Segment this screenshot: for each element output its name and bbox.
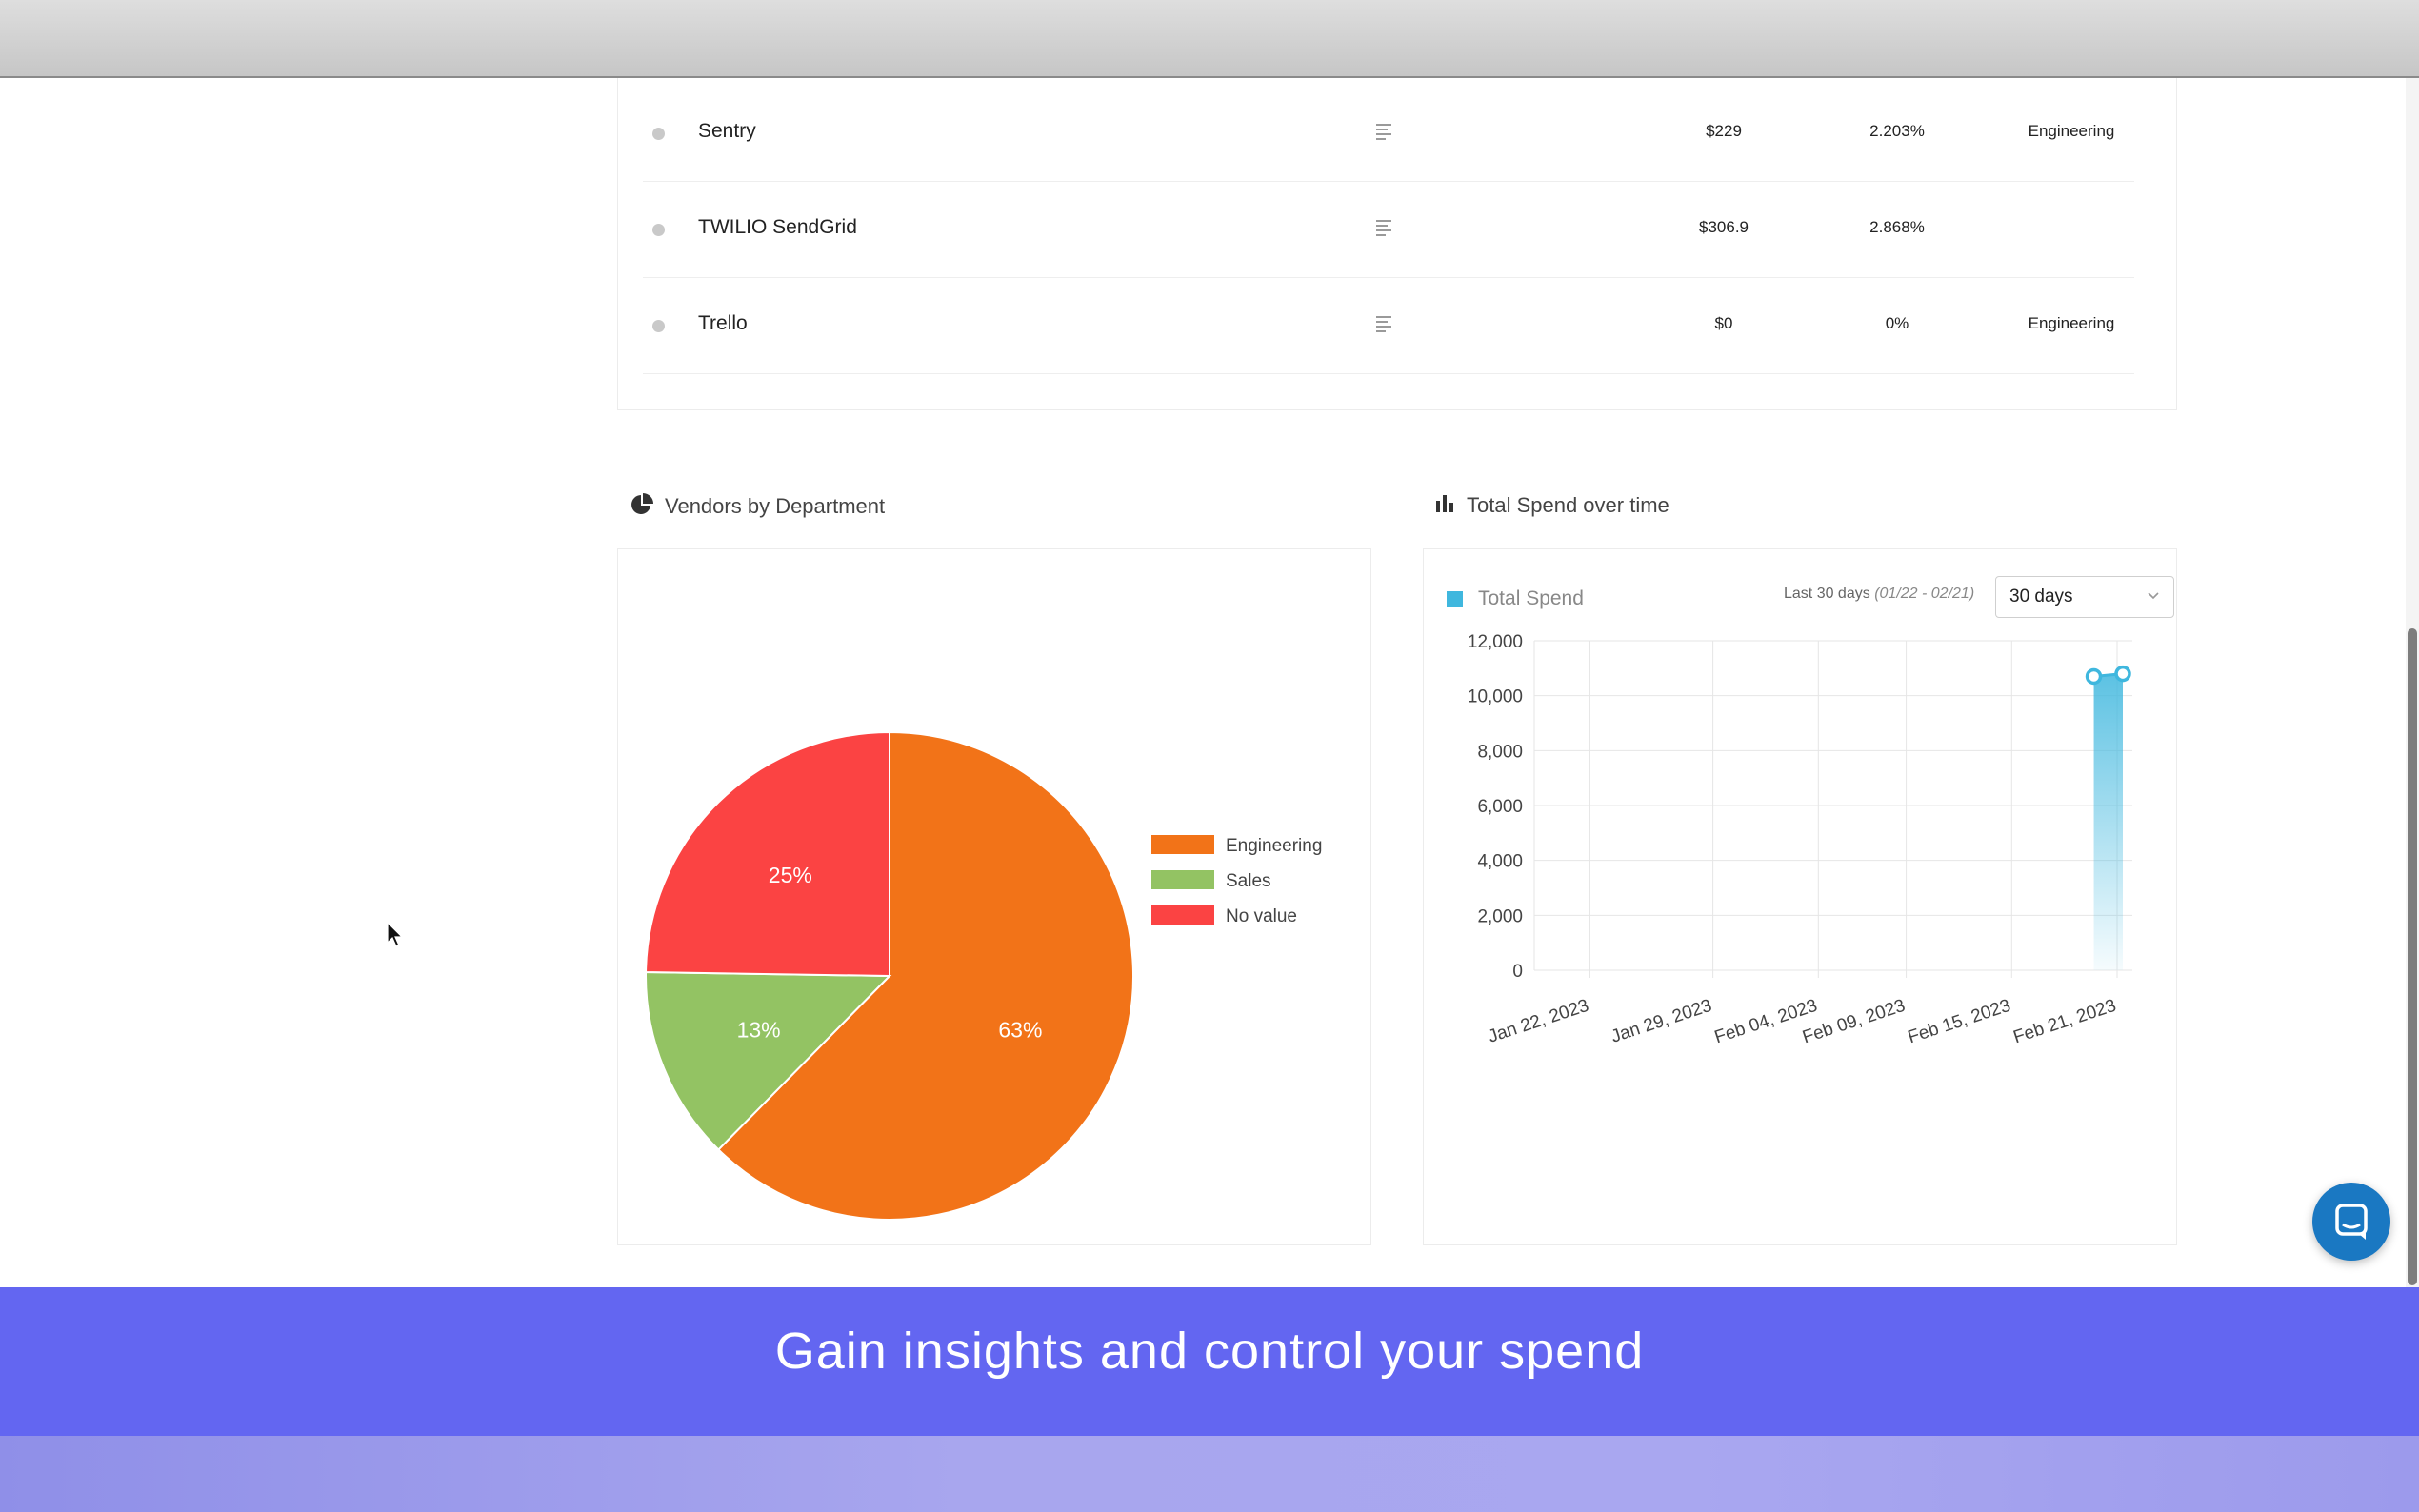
vendor-name[interactable]: TWILIO SendGrid <box>698 216 857 238</box>
status-dot <box>652 128 665 140</box>
legend-label[interactable]: Engineering <box>1226 836 1322 856</box>
y-tick-label: 2,000 <box>1477 906 1523 926</box>
x-tick-label: Feb 09, 2023 <box>1800 996 1908 1048</box>
y-tick-label: 0 <box>1512 962 1523 982</box>
y-tick-label: 12,000 <box>1468 632 1523 652</box>
vendors-by-department-title: Vendors by Department <box>630 493 885 522</box>
legend-label[interactable]: No value <box>1226 906 1297 926</box>
table-row[interactable]: Trello $0 0% Engineering <box>643 278 2134 374</box>
y-tick-label: 6,000 <box>1477 797 1523 817</box>
vendor-name[interactable]: Sentry <box>698 120 756 142</box>
vendor-percent: 2.868% <box>1869 218 1925 236</box>
bar-chart-icon <box>1434 493 1455 520</box>
scrollbar-thumb[interactable] <box>2408 628 2417 1285</box>
legend-label[interactable]: Sales <box>1226 871 1271 891</box>
slice-label: 25% <box>769 863 812 887</box>
date-range-label: Last 30 days (01/22 - 02/21) <box>1784 586 1975 602</box>
pie-chart: 63% 13% 25% Engineering Sales No value <box>645 730 1322 1221</box>
y-tick-label: 10,000 <box>1468 687 1523 707</box>
details-icon[interactable] <box>1376 124 1391 140</box>
dashboard-content: Sentry $229 2.203% Engineering TWILIO Se… <box>0 78 2419 1287</box>
chevron-down-icon <box>2147 588 2160 607</box>
x-tick-label: Feb 21, 2023 <box>2011 996 2119 1048</box>
legend-swatch <box>1151 905 1214 925</box>
spend-chart-card: Total Spend Last 30 days (01/22 - 02/21)… <box>1423 548 2177 1245</box>
vendor-cost: $306.9 <box>1699 218 1749 236</box>
details-icon[interactable] <box>1376 220 1391 236</box>
pie-slice-engineering[interactable] <box>716 730 1134 1221</box>
status-dot <box>652 320 665 332</box>
pie-chart-icon <box>630 493 653 522</box>
table-row[interactable]: Sentry $229 2.203% Engineering <box>643 86 2134 182</box>
pie-chart-card: 63% 13% 25% Engineering Sales No value <box>617 548 1371 1245</box>
vendor-cost: $0 <box>1714 314 1733 332</box>
x-tick-label: Jan 22, 2023 <box>1486 996 1591 1047</box>
x-tick-label: Feb 15, 2023 <box>1906 996 2013 1048</box>
pie-slice-no-value[interactable] <box>645 730 890 978</box>
vendor-table: Sentry $229 2.203% Engineering TWILIO Se… <box>617 78 2177 410</box>
x-tick-label: Jan 29, 2023 <box>1609 996 1714 1047</box>
spend-area <box>2093 673 2123 970</box>
vendor-percent: 0% <box>1885 314 1909 332</box>
mouse-cursor-icon <box>387 921 404 953</box>
vendor-department: Engineering <box>2028 122 2115 140</box>
range-select[interactable]: 30 days <box>1995 576 2174 618</box>
legend-swatch <box>1151 870 1214 889</box>
chart-legend[interactable]: Total Spend <box>1447 587 1584 610</box>
slice-label: 63% <box>998 1017 1042 1042</box>
vendor-cost: $229 <box>1706 122 1742 140</box>
data-point[interactable] <box>2085 667 2103 686</box>
data-point[interactable] <box>2114 665 2131 683</box>
spend-line <box>2093 672 2124 678</box>
chat-launcher-button[interactable] <box>2312 1183 2390 1261</box>
status-dot <box>652 224 665 236</box>
vendor-department: Engineering <box>2028 314 2115 332</box>
y-tick-label: 8,000 <box>1477 742 1523 762</box>
banner-gradient-strip <box>0 1436 2419 1512</box>
chat-icon <box>2312 1204 2390 1264</box>
legend-swatch <box>1151 835 1214 854</box>
table-row[interactable]: TWILIO SendGrid $306.9 2.868% <box>643 182 2134 278</box>
x-tick-label: Feb 04, 2023 <box>1712 996 1820 1048</box>
pie-slice-sales[interactable] <box>645 971 892 1151</box>
spend-line-chart: 0 2,000 4,000 6,000 8,000 10,000 12,000 Jan 22,… <box>1468 632 2132 1048</box>
browser-top-bar <box>0 0 2419 78</box>
y-tick-label: 4,000 <box>1477 852 1523 872</box>
legend-swatch <box>1447 590 1463 607</box>
promo-banner: Gain insights and control your spend <box>0 1287 2419 1436</box>
details-icon[interactable] <box>1376 316 1391 332</box>
vendor-name[interactable]: Trello <box>698 312 748 334</box>
slice-label: 13% <box>737 1017 781 1042</box>
vendor-percent: 2.203% <box>1869 122 1925 140</box>
banner-headline: Gain insights and control your spend <box>774 1323 1645 1380</box>
total-spend-title: Total Spend over time <box>1434 493 1669 520</box>
